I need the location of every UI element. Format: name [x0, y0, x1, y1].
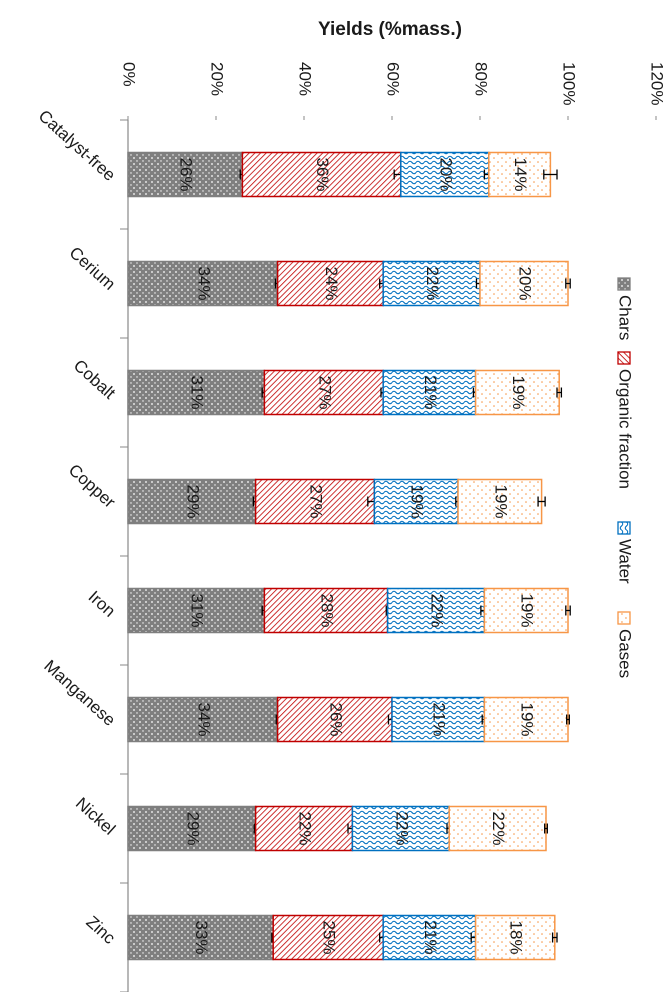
error-bar: [551, 932, 558, 943]
x-tick-label: 0%: [120, 62, 139, 87]
value-label: 18%: [507, 920, 526, 954]
value-label: 31%: [188, 593, 207, 627]
value-label: 22%: [489, 811, 508, 845]
bar-segment: [127, 369, 266, 416]
legend-swatch: [617, 611, 631, 625]
bar-segment: [382, 369, 477, 416]
legend-swatch: [617, 351, 631, 365]
legend-label: Water: [616, 539, 635, 584]
y-tick-label: Cerium: [66, 243, 119, 294]
y-tick-label: Copper: [65, 460, 119, 512]
bar-segment: [127, 914, 274, 961]
value-label: 14%: [511, 157, 530, 191]
bar-segment: [127, 260, 279, 307]
legend-item: Chars: [616, 277, 635, 340]
bar-segment: [127, 151, 244, 198]
bar-segment: [241, 151, 402, 198]
value-label: 29%: [183, 484, 202, 518]
value-label: 26%: [326, 702, 345, 736]
y-tick-label: Manganese: [40, 656, 119, 730]
bar-segment: [483, 696, 569, 743]
bar-segment: [382, 914, 477, 961]
x-tick-label: 40%: [296, 62, 315, 96]
value-label: 24%: [322, 266, 341, 300]
bar-segment: [400, 151, 490, 198]
x-tick-label: 100%: [560, 62, 579, 105]
error-bar: [543, 169, 558, 180]
bar-segment: [272, 914, 384, 961]
value-label: 19%: [518, 702, 537, 736]
value-label: 34%: [194, 702, 213, 736]
bar-segment: [127, 478, 257, 525]
y-tick-label: Zinc: [82, 912, 119, 948]
error-bar: [537, 496, 546, 507]
value-label: 28%: [318, 593, 337, 627]
bar-segment: [479, 260, 569, 307]
value-label: 19%: [509, 375, 528, 409]
bar-segment: [382, 260, 481, 307]
value-label: 33%: [192, 920, 211, 954]
bar-segment: [351, 805, 450, 852]
bar-segment: [254, 805, 354, 852]
value-label: 19%: [491, 484, 510, 518]
value-label: 21%: [430, 702, 449, 736]
value-label: 22%: [296, 811, 315, 845]
error-bar: [556, 387, 563, 398]
bar-segment: [263, 587, 389, 634]
chart-title: Yields (%mass.): [318, 19, 462, 40]
error-bar: [565, 605, 571, 616]
bar-segment: [254, 478, 376, 525]
value-label: 21%: [421, 375, 440, 409]
x-tick-label: 120%: [648, 62, 665, 105]
bar-segment: [373, 478, 459, 525]
x-tick-label: 80%: [472, 62, 491, 96]
legend-label: Organic fraction: [616, 369, 635, 489]
value-label: 27%: [315, 375, 334, 409]
value-label: 31%: [188, 375, 207, 409]
legend-label: Chars: [616, 295, 635, 340]
bar-segment: [263, 369, 384, 416]
bar-segment: [127, 696, 279, 743]
value-label: 21%: [421, 920, 440, 954]
y-tick-label: Nickel: [72, 794, 119, 839]
bar-segment: [127, 587, 266, 634]
bar-segment: [448, 805, 547, 852]
legend-label: Gases: [616, 629, 635, 678]
value-label: 22%: [392, 811, 411, 845]
legend-swatch: [617, 277, 631, 291]
value-label: 29%: [183, 811, 202, 845]
value-label: 26%: [177, 157, 196, 191]
value-label: 19%: [408, 484, 427, 518]
x-tick-label: 20%: [208, 62, 227, 96]
bar-segment: [386, 587, 486, 634]
y-tick-label: Cobalt: [70, 356, 119, 403]
x-tick-label: 60%: [384, 62, 403, 96]
legend-item: Water: [616, 521, 635, 584]
y-tick-label: Iron: [85, 587, 119, 621]
bar-segment: [474, 369, 560, 416]
bar-segment: [391, 696, 486, 743]
value-label: 20%: [516, 266, 535, 300]
value-label: 34%: [194, 266, 213, 300]
bar-segment: [483, 587, 569, 634]
error-bar: [544, 823, 548, 834]
value-label: 20%: [436, 157, 455, 191]
legend-item: Organic fraction: [616, 351, 635, 489]
bar-segment: [276, 696, 393, 743]
value-label: 36%: [313, 157, 332, 191]
y-tick-label: Catalyst-free: [35, 106, 119, 185]
value-label: 22%: [423, 266, 442, 300]
value-label: 27%: [307, 484, 326, 518]
value-label: 19%: [518, 593, 537, 627]
legend-swatch: [617, 521, 631, 535]
bar-segment: [488, 151, 552, 198]
value-label: 22%: [428, 593, 447, 627]
error-bar: [565, 278, 571, 289]
legend-item: Gases: [616, 611, 635, 678]
bar-segment: [457, 478, 543, 525]
error-bar: [566, 714, 570, 725]
value-label: 25%: [320, 920, 339, 954]
